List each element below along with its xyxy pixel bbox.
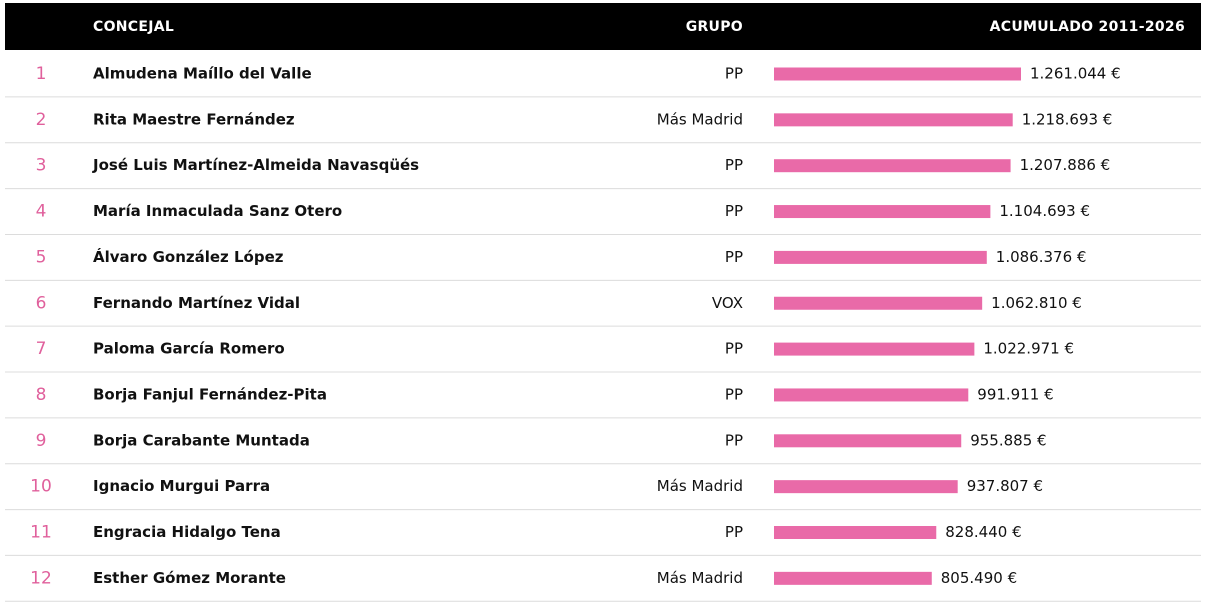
rank: 11	[30, 523, 52, 543]
name: Engracia Hidalgo Tena	[93, 523, 281, 541]
bar	[774, 388, 969, 402]
name: Almudena Maíllo del Valle	[93, 65, 312, 83]
group: PP	[725, 202, 743, 220]
bar	[774, 480, 958, 494]
name: Esther Gómez Morante	[93, 569, 286, 587]
name: Álvaro González López	[93, 247, 284, 266]
header-amount: ACUMULADO 2011-2026	[990, 19, 1185, 35]
name: Ignacio Murgui Parra	[93, 477, 270, 495]
header-bar	[5, 3, 1201, 50]
bar	[774, 571, 932, 585]
rank: 2	[36, 110, 47, 130]
rank: 7	[36, 339, 47, 359]
amount-label: 805.490 €	[941, 569, 1017, 587]
amount-label: 1.086.376 €	[996, 248, 1087, 266]
bar	[774, 67, 1021, 81]
group: PP	[725, 523, 743, 541]
header-group: GRUPO	[686, 19, 743, 35]
group: PP	[725, 340, 743, 358]
rank: 8	[36, 385, 47, 405]
amount-label: 1.261.044 €	[1030, 65, 1121, 83]
name: Fernando Martínez Vidal	[93, 294, 300, 312]
group: Más Madrid	[657, 110, 743, 128]
bar	[774, 113, 1013, 127]
amount-label: 1.104.693 €	[999, 202, 1090, 220]
name: Paloma García Romero	[93, 340, 285, 358]
amount-label: 828.440 €	[945, 523, 1021, 541]
rank: 10	[30, 477, 52, 497]
name: Rita Maestre Fernández	[93, 110, 295, 128]
bar	[774, 250, 987, 264]
group: PP	[725, 431, 743, 449]
group: Más Madrid	[657, 477, 743, 495]
group: PP	[725, 65, 743, 83]
group: PP	[725, 385, 743, 403]
bar	[774, 159, 1011, 173]
amount-label: 937.807 €	[967, 477, 1043, 495]
group: Más Madrid	[657, 569, 743, 587]
rank: 5	[36, 247, 47, 267]
amount-label: 1.062.810 €	[991, 294, 1082, 312]
name: María Inmaculada Sanz Otero	[93, 202, 342, 220]
amount-label: 1.207.886 €	[1020, 156, 1111, 174]
rank: 1	[36, 64, 47, 84]
group: PP	[725, 248, 743, 266]
amount-label: 991.911 €	[977, 385, 1053, 403]
bar	[774, 434, 962, 448]
bar	[774, 205, 991, 219]
name: Borja Carabante Muntada	[93, 431, 310, 449]
group: VOX	[712, 294, 743, 312]
rank: 9	[36, 431, 47, 451]
amount-label: 1.218.693 €	[1022, 110, 1113, 128]
group: PP	[725, 156, 743, 174]
rank: 4	[36, 202, 47, 222]
rank: 6	[36, 293, 47, 313]
bar	[774, 342, 975, 356]
bar	[774, 296, 983, 310]
amount-label: 955.885 €	[970, 431, 1046, 449]
header-name: CONCEJAL	[93, 19, 174, 35]
amount-label: 1.022.971 €	[983, 340, 1074, 358]
name: José Luis Martínez-Almeida Navasqüés	[92, 156, 419, 174]
bar	[774, 526, 937, 539]
rank: 3	[36, 156, 47, 176]
rank: 12	[30, 568, 52, 588]
name: Borja Fanjul Fernández-Pita	[93, 385, 327, 403]
